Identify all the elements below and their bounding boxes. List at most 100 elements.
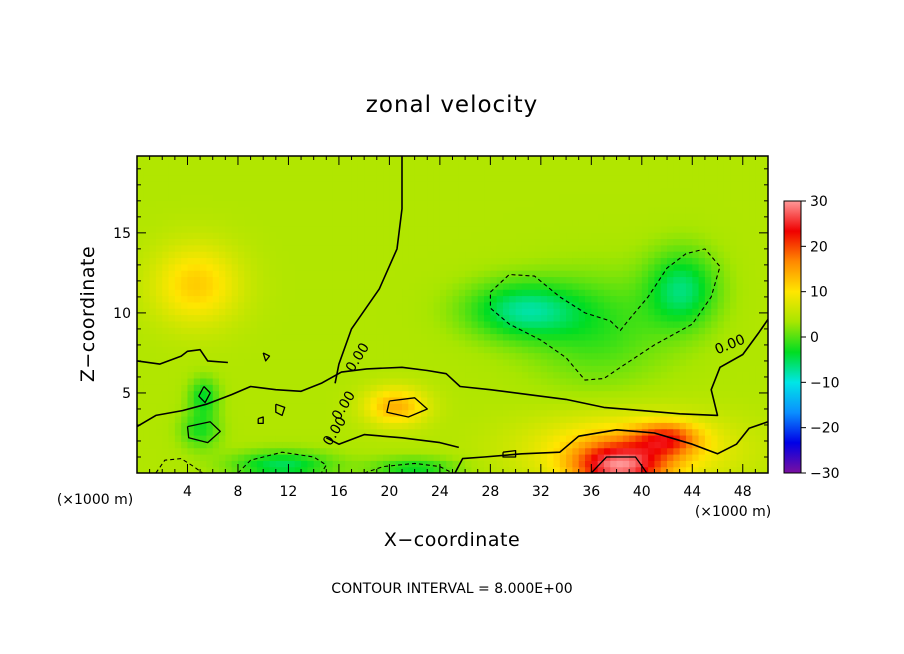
heatmap-cell (446, 187, 454, 195)
heatmap-cell (383, 377, 390, 385)
heatmap-cell (200, 206, 208, 214)
heatmap-cell (547, 333, 555, 341)
heatmap-cell (326, 225, 334, 233)
heatmap-cell (603, 422, 611, 430)
heatmap-cell (742, 460, 750, 468)
heatmap-cell (427, 415, 435, 423)
heatmap-cell (282, 434, 290, 442)
heatmap-cell (566, 308, 573, 316)
heatmap-cell (761, 377, 768, 385)
heatmap-cell (137, 384, 144, 392)
heatmap-cell (509, 295, 517, 303)
heatmap-cell (219, 314, 226, 322)
heatmap-cell (717, 371, 725, 379)
heatmap-cell (654, 219, 662, 227)
heatmap-cell (301, 390, 308, 398)
heatmap-cell (749, 301, 756, 309)
heatmap-cell (572, 453, 580, 461)
heatmap-cell (515, 206, 523, 214)
heatmap-cell (635, 333, 643, 341)
heatmap-cell (509, 314, 517, 322)
heatmap-cell (263, 225, 271, 233)
heatmap-cell (553, 352, 561, 360)
heatmap-cell (559, 282, 567, 290)
heatmap-cell (383, 327, 390, 335)
heatmap-cell (502, 295, 510, 303)
heatmap-cell (597, 460, 605, 468)
heatmap-cell (376, 434, 384, 442)
heatmap-cell (162, 415, 170, 423)
heatmap-cell (698, 415, 706, 423)
heatmap-cell (610, 276, 618, 284)
heatmap-cell (427, 295, 435, 303)
heatmap-cell (420, 219, 428, 227)
heatmap-cell (717, 384, 725, 392)
heatmap-cell (458, 181, 466, 189)
heatmap-cell (723, 232, 731, 240)
heatmap-cell (515, 263, 523, 271)
heatmap-cell (439, 168, 447, 176)
heatmap-cell (288, 270, 296, 278)
heatmap-cell (616, 168, 624, 176)
heatmap-cell (275, 466, 283, 473)
heatmap-cell (711, 308, 719, 316)
heatmap-cell (711, 447, 719, 455)
heatmap-cell (269, 441, 277, 449)
heatmap-cell (225, 403, 233, 411)
heatmap-cell (364, 434, 372, 442)
heatmap-cell (338, 415, 346, 423)
heatmap-cell (578, 460, 586, 468)
heatmap-cell (351, 251, 359, 259)
heatmap-cell (174, 263, 182, 271)
heatmap-cell (187, 251, 195, 259)
heatmap-cell (155, 175, 163, 182)
heatmap-cell (471, 365, 479, 373)
heatmap-cell (301, 447, 308, 455)
heatmap-cell (685, 156, 693, 163)
heatmap-cell (458, 333, 466, 341)
heatmap-cell (648, 282, 656, 290)
heatmap-cell (231, 238, 239, 246)
heatmap-cell (137, 206, 144, 214)
heatmap-cell (540, 396, 548, 404)
heatmap-cell (515, 447, 523, 455)
heatmap-cell (219, 460, 226, 468)
heatmap-cell (376, 308, 384, 316)
heatmap-cell (263, 390, 271, 398)
heatmap-cell (585, 434, 592, 442)
heatmap-cell (307, 194, 315, 201)
heatmap-cell (301, 301, 308, 309)
heatmap-cell (692, 225, 700, 233)
heatmap-cell (761, 244, 768, 252)
heatmap-cell (200, 403, 208, 411)
heatmap-cell (502, 365, 510, 373)
heatmap-cell (591, 263, 599, 271)
heatmap-cell (484, 301, 491, 309)
heatmap-cell (174, 447, 182, 455)
heatmap-cell (547, 213, 555, 220)
heatmap-cell (301, 396, 308, 404)
heatmap-cell (667, 396, 674, 404)
heatmap-cell (515, 460, 523, 468)
heatmap-cell (433, 194, 441, 201)
heatmap-cell (338, 460, 346, 468)
heatmap-cell (698, 466, 706, 473)
heatmap-cell (319, 181, 327, 189)
heatmap-cell (288, 422, 296, 430)
heatmap-cell (168, 232, 176, 240)
heatmap-cell (332, 346, 340, 354)
heatmap-cell (591, 200, 599, 208)
heatmap-cell (319, 390, 327, 398)
heatmap-cell (376, 384, 384, 392)
heatmap-cell (458, 219, 466, 227)
heatmap-cell (471, 314, 479, 322)
heatmap-cell (610, 396, 618, 404)
heatmap-cell (641, 365, 649, 373)
heatmap-cell (338, 225, 346, 233)
heatmap-cell (679, 466, 687, 473)
heatmap-cell (408, 320, 416, 328)
heatmap-cell (307, 377, 315, 385)
heatmap-cell (439, 466, 447, 473)
heatmap-cell (660, 175, 668, 182)
heatmap-cell (673, 200, 681, 208)
